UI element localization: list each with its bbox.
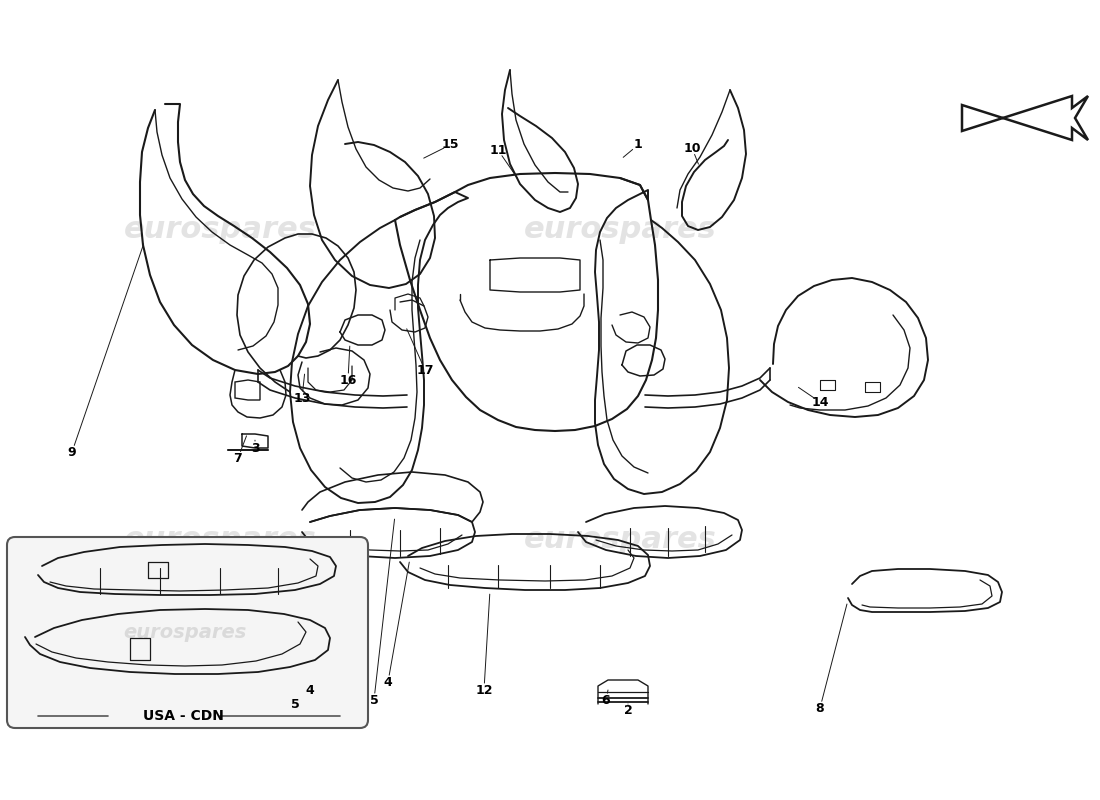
Text: 15: 15 xyxy=(441,138,459,151)
Text: 1: 1 xyxy=(634,138,642,151)
Text: 6: 6 xyxy=(602,694,610,706)
Text: 5: 5 xyxy=(290,698,299,710)
Text: 7: 7 xyxy=(233,451,242,465)
Text: 3: 3 xyxy=(251,442,260,454)
Text: 8: 8 xyxy=(816,702,824,714)
Text: 5: 5 xyxy=(370,694,378,706)
Text: eurospares: eurospares xyxy=(123,526,317,554)
Text: USA - CDN: USA - CDN xyxy=(143,709,223,723)
Text: 2: 2 xyxy=(624,705,632,718)
Text: 9: 9 xyxy=(68,446,76,458)
Text: 10: 10 xyxy=(683,142,701,154)
Text: 13: 13 xyxy=(294,391,310,405)
FancyBboxPatch shape xyxy=(7,537,369,728)
Text: 11: 11 xyxy=(490,143,507,157)
Text: 4: 4 xyxy=(306,683,315,697)
Text: 17: 17 xyxy=(416,363,433,377)
Text: 16: 16 xyxy=(339,374,356,386)
Text: eurospares: eurospares xyxy=(123,622,246,642)
Text: eurospares: eurospares xyxy=(123,215,317,245)
Text: eurospares: eurospares xyxy=(524,526,716,554)
Text: 14: 14 xyxy=(812,395,828,409)
Text: 12: 12 xyxy=(475,683,493,697)
Text: 4: 4 xyxy=(384,675,393,689)
Text: eurospares: eurospares xyxy=(524,215,716,245)
